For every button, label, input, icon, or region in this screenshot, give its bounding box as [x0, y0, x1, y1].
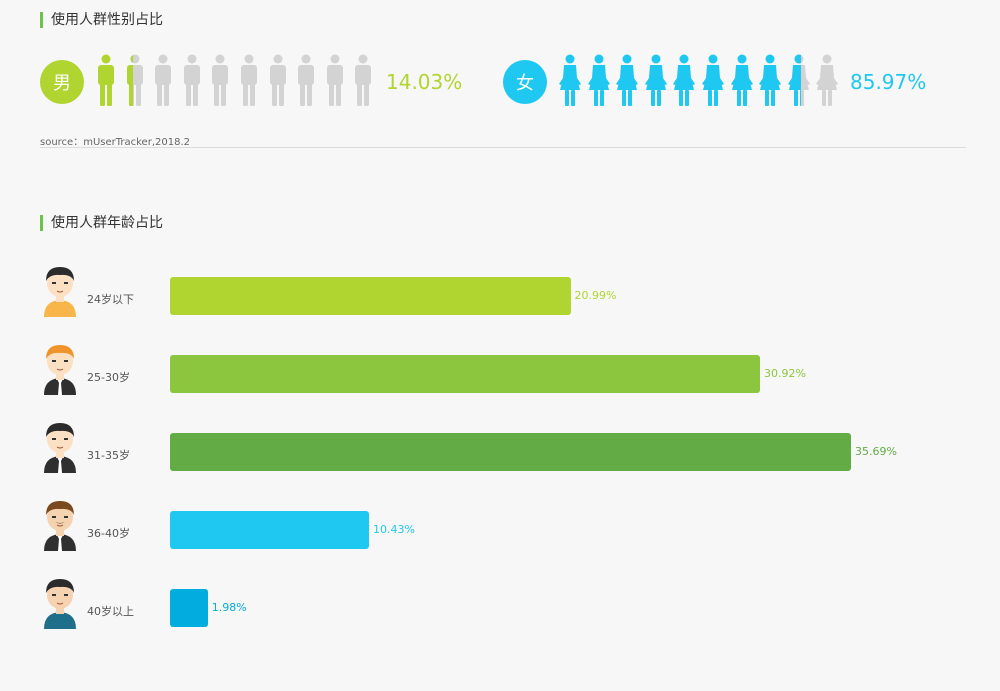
male-person-icon — [153, 54, 173, 108]
age-bar-value-label: 1.98% — [211, 601, 247, 614]
male-person-icon — [239, 54, 259, 108]
female-person-icon — [587, 54, 610, 108]
gender-section-title: 使用人群性别占比 — [40, 12, 163, 28]
older-man-avatar-icon — [38, 573, 82, 629]
age-row: 24岁以下 20.99% — [0, 255, 1000, 317]
female-person-icon — [673, 54, 696, 108]
male-person-icon — [353, 54, 373, 108]
section-divider — [40, 147, 966, 148]
mustache-man-avatar-icon — [38, 495, 82, 551]
age-bar-value-label: 30.92% — [763, 367, 806, 380]
age-category-label: 24岁以下 — [87, 293, 134, 306]
age-section-title: 使用人群年龄占比 — [40, 215, 163, 231]
male-badge: 男 — [40, 60, 84, 104]
male-person-icon — [125, 54, 145, 108]
age-bar — [170, 511, 369, 549]
male-share-block: 男 14.03% — [40, 52, 480, 110]
male-person-icon — [296, 54, 316, 108]
female-person-icon — [730, 54, 753, 108]
male-person-icon — [96, 54, 116, 108]
ginger-man-avatar-icon — [38, 339, 82, 395]
age-bar-value-label: 35.69% — [855, 445, 897, 458]
female-percent: 85.97% — [850, 70, 927, 94]
age-bar-value-label: 10.43% — [373, 523, 415, 536]
age-row: 31-35岁 35.69% — [0, 411, 1000, 473]
age-category-label: 31-35岁 — [87, 449, 130, 462]
female-person-icon — [644, 54, 667, 108]
male-person-icon — [210, 54, 230, 108]
age-bar — [170, 277, 571, 315]
age-category-label: 36-40岁 — [87, 527, 130, 540]
male-person-icon — [268, 54, 288, 108]
female-icon-row — [559, 54, 879, 108]
female-person-icon — [559, 54, 581, 108]
female-person-icon — [702, 54, 724, 108]
female-person-icon — [787, 54, 810, 108]
age-bar — [170, 355, 760, 393]
male-person-icon — [182, 54, 202, 108]
age-bar — [170, 589, 208, 627]
female-person-icon — [816, 54, 839, 108]
female-person-icon — [616, 54, 639, 108]
age-row: 40岁以上 1.98% — [0, 567, 1000, 629]
age-bar-value-label: 20.99% — [574, 289, 617, 302]
age-row: 25-30岁 30.92% — [0, 333, 1000, 395]
age-category-label: 25-30岁 — [87, 371, 130, 384]
suit-man-avatar-icon — [38, 417, 82, 473]
female-person-icon — [759, 54, 782, 108]
female-share-block: 女 85.97% — [503, 52, 943, 110]
age-bar-chart: 24岁以下 20.99% 25-30岁 30.92% 31-35岁 35.69% 36-40… — [0, 255, 1000, 655]
age-row: 36-40岁 10.43% — [0, 489, 1000, 551]
source-note: source：mUserTracker,2018.2 — [40, 137, 190, 148]
female-badge: 女 — [503, 60, 547, 104]
age-bar — [170, 433, 851, 471]
age-category-label: 40岁以上 — [87, 605, 134, 618]
boy-avatar-icon — [38, 261, 82, 317]
male-person-icon — [325, 54, 345, 108]
male-percent: 14.03% — [386, 70, 463, 94]
male-icon-row — [96, 54, 416, 108]
